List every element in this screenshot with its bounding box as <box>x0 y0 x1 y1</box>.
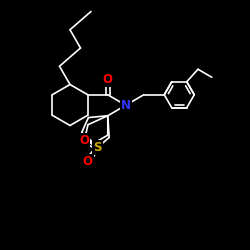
Text: O: O <box>79 134 89 147</box>
Text: O: O <box>83 155 93 168</box>
Text: O: O <box>103 73 113 86</box>
Text: S: S <box>94 141 102 154</box>
Text: N: N <box>121 99 131 112</box>
